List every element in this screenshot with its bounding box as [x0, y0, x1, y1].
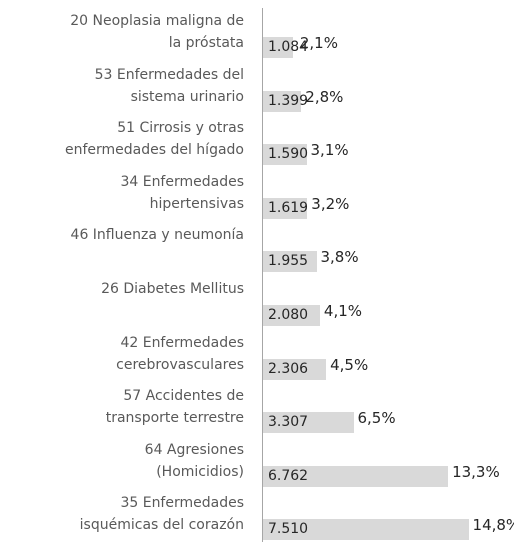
value-label: 3.307	[268, 414, 309, 431]
bar	[263, 412, 354, 434]
share-label: 3,2%	[311, 194, 350, 213]
bar	[263, 305, 320, 326]
share-label: 3,1%	[310, 141, 349, 160]
category-axis	[262, 8, 263, 542]
share-label: 4,1%	[323, 302, 363, 320]
share-label: 2,8%	[305, 87, 344, 106]
bar	[263, 90, 302, 112]
category-label: 53 Enfermedades del sistema urinario	[94, 66, 244, 105]
category-label: 34 Enfermedades hipertensivas	[120, 173, 244, 212]
value-label: 1.399	[268, 92, 309, 109]
share-label: 14,8%	[472, 516, 514, 535]
value-label: 6.762	[268, 467, 309, 484]
category-label: 57 Accidentes de transporte terrestre	[105, 388, 244, 427]
category-label: 26 Diabetes Mellitus	[101, 281, 244, 297]
share-label: 13,3%	[452, 462, 500, 481]
category-label: 20 Neoplasia maligna de la próstata	[70, 13, 244, 51]
bar	[263, 251, 317, 273]
category-label: 46 Influenza y neumonía	[70, 227, 244, 244]
bar	[263, 197, 308, 219]
category-label: 64 Agresiones (Homicidios)	[144, 441, 244, 480]
bar	[263, 358, 327, 380]
bar	[263, 37, 293, 58]
category-label: 42 Enfermedades cerebrovasculares	[116, 334, 244, 373]
value-label: 1.955	[268, 253, 309, 270]
value-label: 2.306	[268, 360, 309, 377]
share-label: 6,5%	[357, 409, 396, 428]
category-label: 35 Enfermedades isquémicas del corazón	[79, 495, 244, 534]
share-label: 2,1%	[299, 34, 338, 52]
value-label: 1.619	[268, 199, 309, 216]
value-label: 1.084	[268, 39, 309, 55]
category-label: 51 Cirrosis y otras enfermedades del híg…	[64, 120, 244, 159]
bar	[263, 144, 307, 166]
bar	[263, 519, 469, 541]
share-label: 3,8%	[320, 248, 359, 267]
share-label: 4,5%	[330, 355, 369, 374]
bar	[263, 465, 449, 487]
value-label: 2.080	[268, 307, 309, 323]
value-label: 7.510	[268, 521, 309, 538]
value-label: 1.590	[268, 146, 309, 163]
